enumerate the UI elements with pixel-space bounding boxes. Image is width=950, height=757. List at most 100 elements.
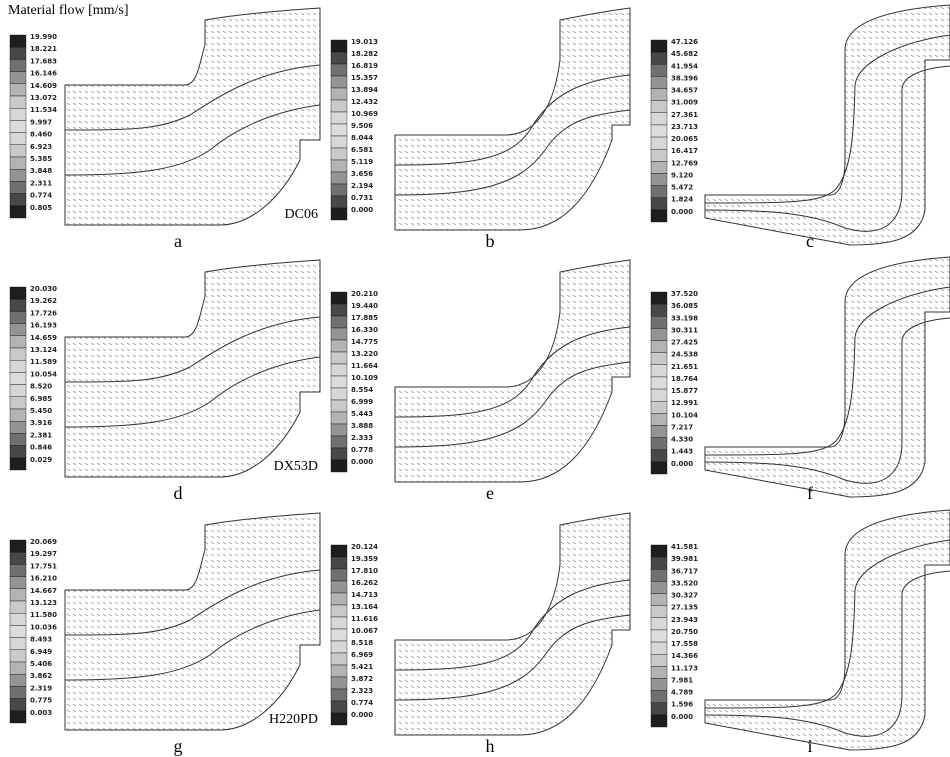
colorbar-cell [331,641,347,653]
colorbar-cell [331,52,347,64]
colorbar-cell [651,618,667,630]
colorbar-cell [331,448,347,460]
colorbar-label: 17.751 [30,562,57,570]
colorbar-label: 8.044 [351,134,373,142]
colorbar-cell [651,125,667,137]
colorbar-label: 6.923 [30,143,52,151]
colorbar-label: 16.417 [671,147,698,155]
colorbar-label: 8.518 [351,639,373,647]
colorbar-label: 1.443 [671,448,693,456]
colorbar-cell [651,377,667,389]
colorbar-label: 21.651 [671,363,698,371]
colorbar-label: 17.810 [351,567,378,575]
colorbar-cell [331,160,347,172]
colorbar-cell [10,638,26,650]
colorbar-label: 6.985 [30,395,52,403]
colorbar-label: 16.210 [30,575,57,583]
colorbar-cell [331,208,347,220]
colorbar-cell [331,184,347,196]
colorbar-label: 3.656 [351,170,373,178]
colorbar-label: 41.954 [671,62,698,70]
colorbar-label: 13.220 [351,350,378,358]
colorbar-cell [10,336,26,348]
panel: 20.21019.44017.88516.33014.77513.22011.6… [331,260,630,503]
panel-label: c [806,231,814,251]
colorbar-label: 30.311 [671,326,698,334]
colorbar-label: 0.000 [351,206,373,214]
panel-label: e [486,483,494,503]
colorbar-label: 0.805 [30,204,52,212]
panel: 20.03019.26217.72616.19314.65913.12411.5… [10,260,320,503]
colorbar-label: 27.425 [671,339,698,347]
colorbar-label: 16.146 [30,70,57,78]
sheet-outline [395,260,630,482]
colorbar-label: 16.262 [351,579,378,587]
colorbar-label: 3.848 [30,167,52,175]
colorbar-cell [651,101,667,113]
colorbar-label: 3.916 [30,419,52,427]
colorbar-label: 14.609 [30,82,57,90]
colorbar-label: 20.030 [30,285,57,293]
colorbar-cell [10,625,26,637]
colorbar-cell [651,678,667,690]
colorbar-label: 20.065 [671,135,698,143]
colorbar-label: 37.520 [671,290,698,298]
colorbar-label: 5.406 [30,660,52,668]
colorbar-cell [331,376,347,388]
panel: 20.06919.29717.75116.21014.66713.12311.5… [10,513,320,756]
colorbar-label: 27.361 [671,111,698,119]
colorbar-label: 36.717 [671,567,698,575]
colorbar-label: 17.726 [30,309,57,317]
colorbar-cell [331,76,347,88]
colorbar-label: 5.119 [351,158,373,166]
colorbar-cell [10,577,26,589]
colorbar-label: 7.981 [671,676,693,684]
colorbar-cell [10,84,26,96]
colorbar-cell [651,76,667,88]
colorbar-cell [651,365,667,377]
colorbar-cell [10,686,26,698]
colorbar-label: 11.580 [30,611,57,619]
colorbar-cell [651,341,667,353]
colorbar-label: 6.969 [351,651,373,659]
panel-label: g [174,736,183,756]
colorbar-cell [10,311,26,323]
colorbar-cell [331,364,347,376]
colorbar-cell [331,316,347,328]
colorbar-label: 14.659 [30,334,57,342]
colorbar-label: 12.432 [351,98,378,106]
figure: Material flow [mm/s] 19.99018.22117.6831… [0,0,950,757]
colorbar-cell [651,462,667,474]
colorbar-label: 0.778 [351,446,373,454]
colorbar-cell [651,173,667,185]
colorbar-label: 2.323 [351,687,373,695]
colorbar-cell [331,172,347,184]
colorbar-label: 10.036 [30,623,57,631]
colorbar-cell [331,653,347,665]
colorbar-cell [10,711,26,723]
colorbar-label: 0.774 [30,192,52,200]
colorbar-label: 6.999 [351,398,373,406]
colorbar-cell [331,388,347,400]
panel: 37.52036.08533.19830.31127.42524.53821.6… [651,257,950,503]
colorbar-label: 4.789 [671,689,693,697]
colorbar-cell [10,299,26,311]
colorbar-cell [10,108,26,120]
colorbar-label: 13.894 [351,86,378,94]
colorbar-label: 20.750 [671,628,698,636]
panel: 41.58139.98136.71733.52030.32727.13523.9… [651,510,950,756]
colorbar-cell [10,287,26,299]
colorbar-cell [10,133,26,145]
colorbar-label: 33.520 [671,579,698,587]
colorbar-label: 17.558 [671,640,698,648]
colorbar-cell [651,353,667,365]
colorbar-label: 27.135 [671,604,698,612]
colorbar-cell [651,113,667,125]
panel: 20.12419.35917.81016.26214.71313.16411.6… [331,513,630,756]
colorbar-cell [651,64,667,76]
colorbar-cell [651,413,667,425]
colorbar-cell [651,89,667,101]
colorbar-label: 11.534 [30,106,57,114]
colorbar-cell [651,304,667,316]
colorbar-cell [651,149,667,161]
